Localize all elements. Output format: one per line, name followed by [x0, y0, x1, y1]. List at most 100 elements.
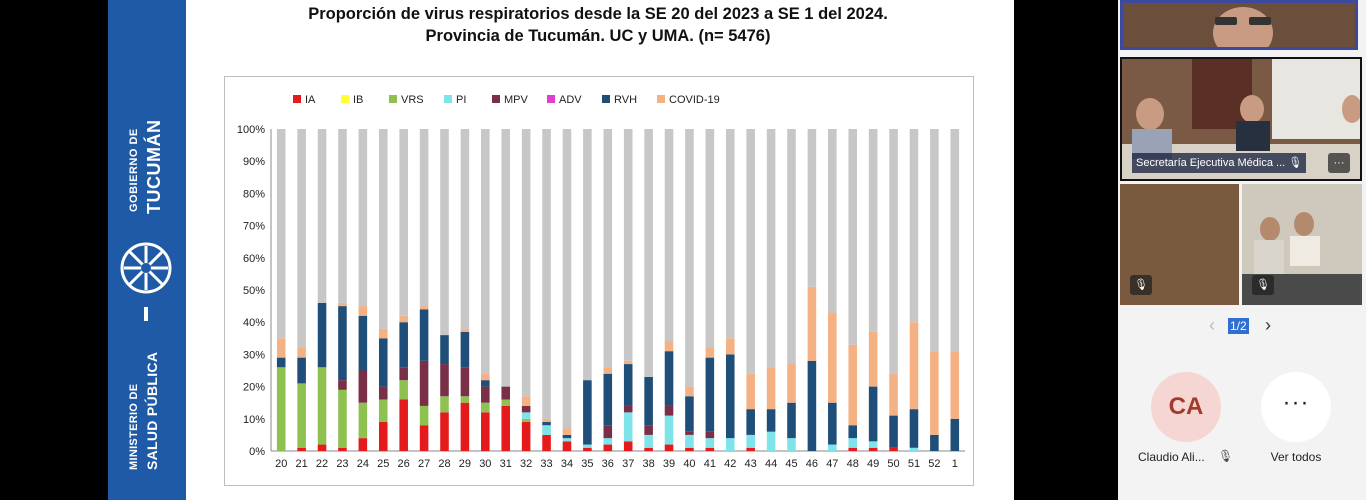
- participant-tile-b[interactable]: 🎙: [1242, 184, 1362, 305]
- bar-segment-covid-19: [297, 347, 306, 358]
- bar-segment-vrs: [317, 367, 327, 445]
- bar-segment-covid-19: [725, 338, 735, 355]
- legend-swatch-covid-19: [657, 95, 665, 103]
- bar-segment-covid-19: [828, 312, 837, 403]
- muted-mic-icon: 🎙: [1130, 275, 1152, 295]
- y-tick-label: 70%: [243, 221, 265, 233]
- participant-name: Claudio Ali...: [1138, 450, 1205, 464]
- muted-mic-icon: 🎙: [1252, 275, 1274, 295]
- legend-swatch-vrs: [389, 95, 397, 103]
- bar-segment-remainder: [583, 129, 592, 381]
- bar-segment-mpv: [481, 386, 490, 403]
- bar-segment-remainder: [501, 129, 511, 387]
- bar-segment-remainder: [705, 129, 715, 348]
- bar-segment-covid-19: [705, 347, 715, 358]
- bar-segment-pi: [583, 444, 592, 448]
- x-tick-label: 20: [275, 458, 287, 470]
- x-tick-label: 36: [602, 458, 614, 470]
- bar-segment-ia: [297, 447, 306, 451]
- x-tick-label: 38: [642, 458, 654, 470]
- bar-segment-pi: [787, 438, 796, 451]
- bar-segment-pi: [644, 434, 653, 448]
- x-tick-label: 31: [500, 458, 512, 470]
- bar-segment-rvh: [868, 386, 878, 442]
- bar-segment-remainder: [950, 129, 960, 352]
- bar-segment-covid-19: [338, 302, 347, 307]
- participant-tile-a[interactable]: 🎙: [1120, 184, 1239, 305]
- view-all-button[interactable]: ···: [1261, 372, 1331, 442]
- legend-label-adv: ADV: [559, 94, 582, 106]
- bar-segment-rvh: [562, 434, 572, 439]
- bar-segment-ia: [378, 422, 388, 451]
- participants-panel: Secretaría Ejecutiva Médica ... 🎙 ··· 🎙 …: [1118, 0, 1366, 500]
- bar-segment-ia: [460, 402, 470, 451]
- bar-segment-rvh: [930, 434, 939, 451]
- slide-title: Proporción de virus respiratorios desde …: [308, 5, 888, 23]
- y-tick-label: 10%: [243, 414, 265, 426]
- legend-swatch-ia: [293, 95, 301, 103]
- x-tick-label: 21: [295, 458, 307, 470]
- pager-next-button[interactable]: ›: [1265, 315, 1271, 335]
- bar-segment-remainder: [358, 129, 368, 307]
- legend-swatch-pi: [444, 95, 452, 103]
- view-all-label: Ver todos: [1270, 450, 1322, 464]
- bar-segment-rvh: [848, 425, 858, 439]
- bar-segment-covid-19: [766, 367, 776, 410]
- bar-segment-pi: [542, 425, 551, 435]
- participant-tile-meeting-room[interactable]: Secretaría Ejecutiva Médica ... 🎙 ···: [1120, 57, 1362, 181]
- x-tick-label: 24: [357, 458, 369, 470]
- y-tick-label: 30%: [243, 349, 265, 361]
- bar-segment-vrs: [419, 405, 429, 426]
- bar-segment-ia: [338, 447, 347, 451]
- bar-segment-rvh: [481, 380, 490, 387]
- bar-segment-rvh: [358, 315, 368, 371]
- meeting-room-label: Secretaría Ejecutiva Médica ... 🎙: [1132, 153, 1307, 173]
- bar-segment-covid-19: [481, 373, 490, 381]
- bar-segment-covid-19: [603, 367, 613, 374]
- meeting-room-video-icon: [1122, 59, 1360, 179]
- bar-segment-rvh: [909, 409, 919, 448]
- bar-segment-rvh: [746, 409, 755, 435]
- bar-segment-ia: [419, 425, 429, 451]
- legend-swatch-rvh: [602, 95, 610, 103]
- tile-options-icon[interactable]: ···: [1328, 153, 1350, 173]
- bar-segment-rvh: [460, 331, 470, 368]
- bar-segment-rvh: [725, 354, 735, 439]
- bar-segment-covid-19: [848, 344, 858, 426]
- y-tick-label: 60%: [243, 253, 265, 265]
- bar-segment-remainder: [378, 129, 388, 329]
- y-tick-label: 90%: [243, 156, 265, 168]
- x-tick-label: 42: [724, 458, 736, 470]
- bar-segment-pi: [685, 434, 694, 448]
- bar-segment-rvh: [297, 357, 306, 384]
- legend-label-ia: IA: [305, 94, 316, 106]
- x-tick-label: 45: [785, 458, 797, 470]
- x-tick-label: 33: [540, 458, 552, 470]
- participant-avatar[interactable]: CA: [1151, 372, 1221, 442]
- bar-segment-remainder: [542, 129, 551, 419]
- bar-segment-ia: [705, 447, 715, 451]
- bar-segment-ia: [399, 399, 408, 451]
- bar-segment-remainder: [399, 129, 408, 316]
- x-tick-label: 29: [459, 458, 471, 470]
- legend-label-vrs: VRS: [401, 94, 424, 106]
- bar-segment-rvh: [583, 380, 592, 445]
- bar-segment-vrs: [501, 399, 511, 406]
- x-tick-label: 40: [683, 458, 695, 470]
- bar-segment-rvh: [787, 402, 796, 439]
- x-tick-label: 48: [847, 458, 859, 470]
- bar-segment-remainder: [685, 129, 694, 387]
- bar-segment-rvh: [950, 418, 960, 451]
- muted-mic-icon: 🎙: [1218, 449, 1234, 463]
- bar-segment-ia: [746, 447, 755, 451]
- presentation-slide: GOBIERNO DE TUCUMÁN MINISTERIO DE SAL: [108, 0, 1014, 500]
- y-tick-label: 100%: [237, 124, 265, 136]
- bar-segment-covid-19: [746, 373, 755, 410]
- bar-segment-mpv: [378, 386, 388, 400]
- bar-segment-remainder: [828, 129, 837, 313]
- bar-segment-rvh: [807, 360, 817, 451]
- bar-segment-remainder: [317, 129, 327, 303]
- pager-prev-button[interactable]: ‹: [1209, 315, 1215, 335]
- bar-segment-ia: [583, 447, 592, 451]
- participant-tile-speaker[interactable]: [1120, 0, 1358, 50]
